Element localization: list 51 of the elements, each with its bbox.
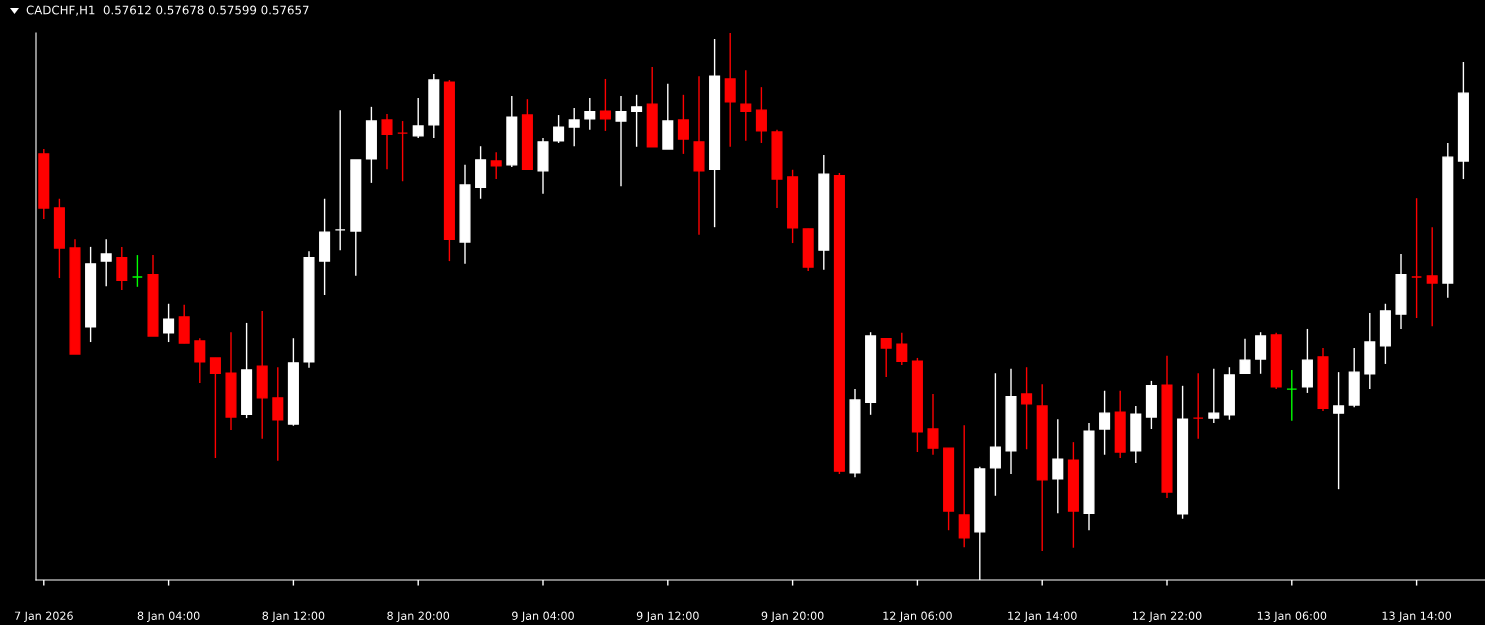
candlestick — [1426, 226, 1438, 327]
candlestick — [490, 151, 502, 180]
candlestick — [896, 332, 908, 366]
candlestick — [1099, 390, 1111, 456]
x-tick-label: 9 Jan 04:00 — [512, 611, 574, 622]
x-tick-label: 8 Jan 04:00 — [137, 611, 200, 622]
candlestick — [724, 33, 736, 148]
candlestick — [1192, 372, 1204, 440]
x-tick-label: 9 Jan 12:00 — [636, 611, 699, 622]
candlestick — [1052, 418, 1064, 514]
x-tick-label: 13 Jan 14:00 — [1382, 611, 1452, 622]
candlestick — [958, 424, 970, 548]
candlestick — [334, 109, 346, 251]
candlestick — [568, 107, 580, 147]
candlestick — [1411, 197, 1423, 319]
candlestick — [1208, 368, 1220, 424]
x-tick-label: 7 Jan 2026 — [14, 611, 73, 622]
candlestick — [631, 94, 643, 148]
candlestick — [163, 303, 175, 343]
candlestick — [584, 97, 596, 131]
x-tick-label: 13 Jan 06:00 — [1257, 611, 1327, 622]
candlestick — [209, 357, 221, 459]
candlestick — [381, 113, 393, 170]
candlestick — [116, 246, 128, 291]
candlestick — [1021, 366, 1033, 450]
candlestick — [397, 120, 409, 182]
candlestick — [412, 97, 424, 139]
candlestick — [677, 94, 689, 155]
candlestick — [1239, 338, 1251, 375]
candlestick — [553, 114, 565, 144]
candlestick — [131, 254, 143, 288]
candlestick — [989, 372, 1001, 497]
candlestick — [100, 238, 112, 287]
x-tick-label: 12 Jan 22:00 — [1133, 611, 1202, 622]
candlestick — [599, 78, 611, 132]
x-tick-label: 12 Jan 14:00 — [1008, 611, 1077, 622]
candlestick — [755, 86, 767, 144]
candlestick — [1333, 371, 1345, 490]
x-tick-label: 9 Jan 20:00 — [761, 611, 824, 622]
candlestick — [194, 337, 206, 384]
candlestick — [272, 366, 284, 462]
candlestick — [1255, 331, 1267, 375]
candlestick — [615, 95, 627, 187]
x-tick-label: 8 Jan 12:00 — [262, 611, 325, 622]
x-tick-label: 12 Jan 06:00 — [883, 611, 952, 622]
candlestick — [880, 338, 892, 378]
candlestick — [740, 69, 752, 142]
chart-title: CADCHF,H1 0.57612 0.57678 0.57599 0.57657 — [26, 5, 309, 16]
candlestick — [927, 393, 939, 456]
x-tick-label: 8 Jan 20:00 — [387, 611, 450, 622]
candlestick — [1286, 369, 1298, 422]
